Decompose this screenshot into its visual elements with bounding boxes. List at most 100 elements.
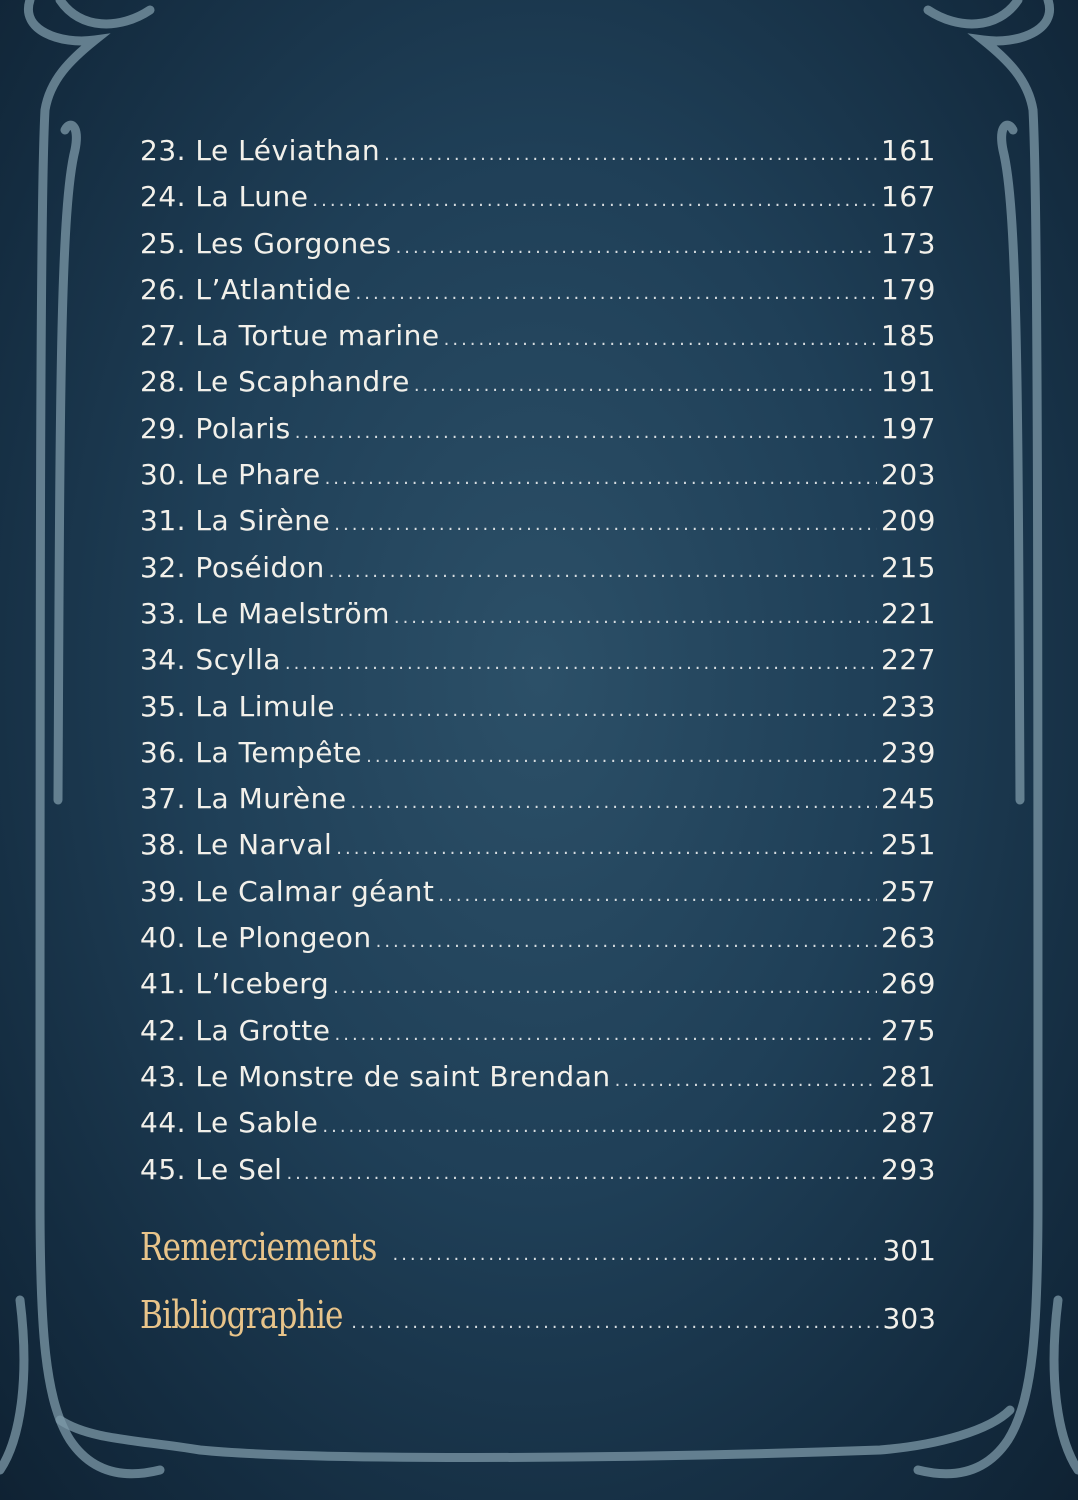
entry-page-number: 287	[881, 1106, 936, 1140]
entry-page-number: 197	[881, 411, 936, 445]
dot-leader: ........................................…	[384, 144, 878, 165]
dot-leader: ........................................…	[294, 421, 878, 443]
entry-title: Bibliographie	[140, 1293, 344, 1337]
entry-page-number: 221	[881, 596, 936, 630]
entry-page-number: 233	[881, 689, 936, 723]
dot-leader: ........................................…	[614, 1069, 877, 1091]
dot-leader: ........................................…	[351, 1312, 878, 1333]
entry-title: 38. Le Narval	[140, 828, 333, 862]
toc-entry: 39. Le Calmar géant.....................…	[140, 875, 936, 921]
dot-leader: ........................................…	[375, 931, 878, 953]
toc-entry: 34. Scylla..............................…	[140, 643, 936, 689]
back-matter-list: Remerciements...........................…	[140, 1225, 936, 1361]
dot-leader: ........................................…	[355, 282, 878, 304]
toc-entry: 29. Polaris.............................…	[140, 412, 936, 458]
toc-entry: 23. Le Léviathan........................…	[140, 134, 936, 180]
toc-entry: 41. L’Iceberg...........................…	[140, 967, 936, 1013]
toc-entry: 25. Les Gorgones........................…	[140, 227, 936, 273]
dot-leader: ........................................…	[366, 745, 878, 767]
toc-entry: 32. Poséidon............................…	[140, 551, 936, 597]
dot-leader: ........................................…	[438, 884, 877, 906]
toc-entry: 26. L’Atlantide.........................…	[140, 273, 936, 319]
entry-title: 37. La Murène	[140, 782, 347, 816]
toc-entry: 45. Le Sel..............................…	[140, 1153, 936, 1199]
table-of-contents: 23. Le Léviathan........................…	[140, 134, 936, 1199]
entry-title: 42. La Grotte	[140, 1013, 331, 1047]
entry-title: 30. Le Phare	[140, 458, 321, 492]
entry-page-number: 209	[881, 504, 936, 538]
entry-page-number: 173	[881, 226, 936, 260]
entry-page-number: 215	[881, 550, 936, 584]
dot-leader: ........................................…	[286, 1162, 877, 1184]
toc-entry: Bibliographie...........................…	[140, 1293, 936, 1361]
entry-title: 35. La Limule	[140, 689, 335, 723]
dot-leader: ........................................…	[336, 838, 878, 860]
toc-entry: 38. Le Narval...........................…	[140, 828, 936, 874]
toc-entry: 36. La Tempête..........................…	[140, 736, 936, 782]
entry-title: Remerciements	[140, 1225, 377, 1269]
dot-leader: ........................................…	[393, 606, 878, 628]
entry-title: 27. La Tortue marine	[140, 319, 440, 353]
toc-entry: 27. La Tortue marine....................…	[140, 319, 936, 365]
entry-page-number: 179	[881, 272, 936, 306]
toc-entry: 43. Le Monstre de saint Brendan.........…	[140, 1060, 936, 1106]
entry-title: 34. Scylla	[140, 643, 281, 677]
entry-page-number: 293	[881, 1152, 936, 1186]
entry-page-number: 245	[881, 782, 936, 816]
dot-leader: ........................................…	[322, 1116, 877, 1138]
dot-leader: ........................................…	[413, 375, 877, 397]
dot-leader: ........................................…	[339, 699, 877, 721]
entry-title: 39. Le Calmar géant	[140, 874, 435, 908]
entry-title: 28. Le Scaphandre	[140, 365, 410, 399]
entry-page-number: 281	[881, 1059, 936, 1093]
entry-title: 36. La Tempête	[140, 735, 363, 769]
entry-title: 25. Les Gorgones	[140, 226, 392, 260]
entry-title: 29. Polaris	[140, 411, 291, 445]
entry-page-number: 303	[882, 1302, 936, 1335]
entry-title: 41. L’Iceberg	[140, 967, 330, 1001]
entry-page-number: 185	[881, 319, 936, 353]
entry-title: 23. Le Léviathan	[140, 134, 381, 167]
dot-leader: ........................................…	[350, 792, 877, 814]
toc-entry: 30. Le Phare............................…	[140, 458, 936, 504]
entry-page-number: 257	[881, 874, 936, 908]
toc-entry: 24. La Lune.............................…	[140, 180, 936, 226]
dot-leader: ........................................…	[443, 329, 877, 351]
entry-page-number: 269	[881, 967, 936, 1001]
entry-page-number: 263	[881, 921, 936, 955]
toc-entry: 31. La Sirène...........................…	[140, 504, 936, 550]
dot-leader: ........................................…	[334, 1023, 878, 1045]
dot-leader: ........................................…	[395, 236, 878, 258]
entry-title: 45. Le Sel	[140, 1152, 283, 1186]
dot-leader: ........................................…	[334, 514, 877, 536]
entry-page-number: 161	[881, 134, 936, 167]
entry-title: 26. L’Atlantide	[140, 272, 352, 306]
dot-leader: ........................................…	[324, 468, 877, 490]
toc-entry: 28. Le Scaphandre.......................…	[140, 365, 936, 411]
entry-title: 44. Le Sable	[140, 1106, 319, 1140]
toc-entry: Remerciements...........................…	[140, 1225, 936, 1293]
entry-page-number: 239	[881, 735, 936, 769]
entry-title: 33. Le Maelström	[140, 596, 390, 630]
entry-title: 24. La Lune	[140, 180, 309, 214]
entry-page-number: 301	[882, 1234, 936, 1267]
dot-leader: ........................................…	[312, 190, 877, 212]
toc-entry: 35. La Limule...........................…	[140, 690, 936, 736]
toc-entry: 44. Le Sable............................…	[140, 1106, 936, 1152]
toc-entry: 33. Le Maelström........................…	[140, 597, 936, 643]
entry-page-number: 191	[881, 365, 936, 399]
dot-leader: ........................................…	[328, 560, 878, 582]
entry-title: 31. La Sirène	[140, 504, 331, 538]
toc-entry: 37. La Murène...........................…	[140, 782, 936, 828]
toc-entry: 40. Le Plongeon.........................…	[140, 921, 936, 967]
entry-title: 40. Le Plongeon	[140, 921, 372, 955]
entry-page-number: 227	[881, 643, 936, 677]
dot-leader: ........................................…	[284, 653, 877, 675]
entry-page-number: 275	[881, 1013, 936, 1047]
entry-page-number: 251	[881, 828, 936, 862]
entry-page-number: 203	[881, 458, 936, 492]
entry-title: 43. Le Monstre de saint Brendan	[140, 1059, 611, 1093]
dot-leader: ........................................…	[333, 977, 877, 999]
dot-leader: ........................................…	[392, 1244, 879, 1265]
entry-title: 32. Poséidon	[140, 550, 325, 584]
